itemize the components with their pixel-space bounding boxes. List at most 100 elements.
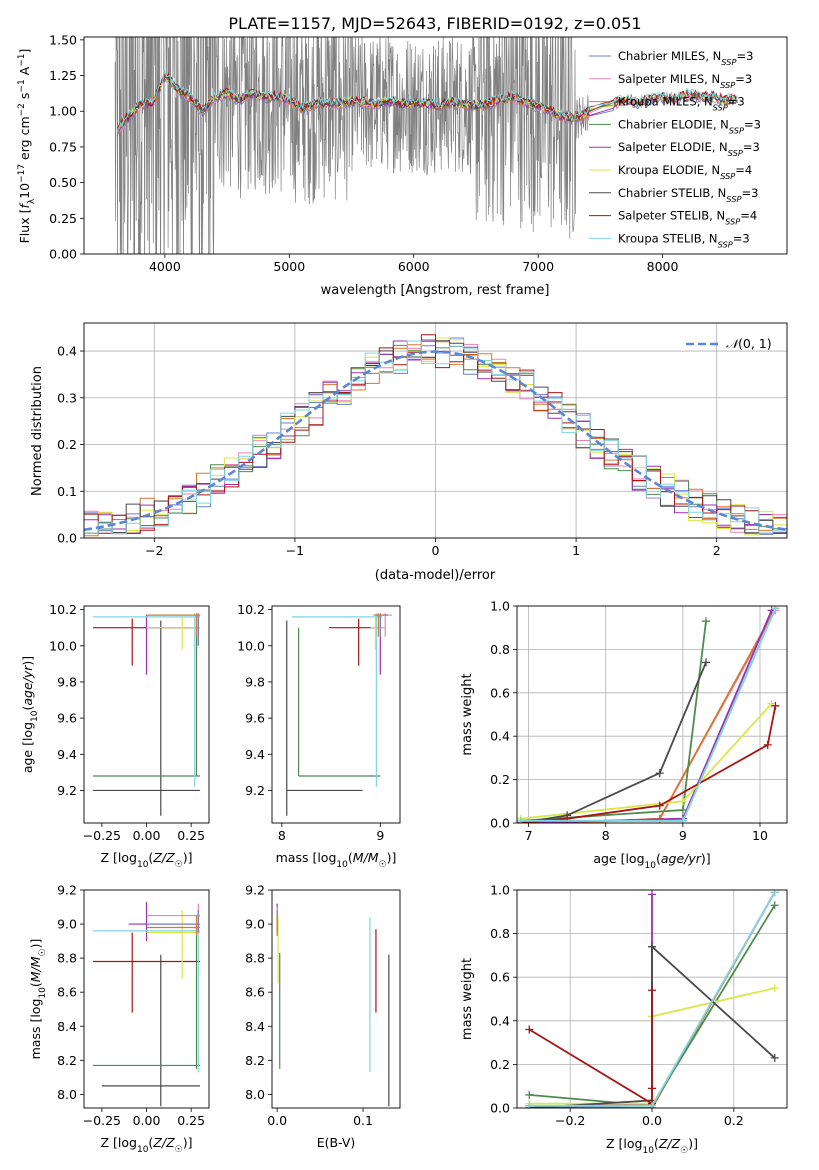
weight-marker: [770, 1053, 779, 1062]
y-tick-label: 1.0: [490, 883, 510, 898]
weight-marker: [763, 740, 772, 749]
y-tick-label: 1.00: [49, 104, 77, 119]
y-tick-label: 10.2: [49, 602, 77, 617]
label-part: Z [log: [606, 1136, 642, 1151]
plot-area-residuals: [84, 334, 787, 537]
x-axis-label: E(B-V): [317, 1135, 356, 1150]
label-part: mass [log: [276, 850, 337, 865]
plot-area-age_vs_mass: [286, 613, 393, 816]
label-part: Salpeter ELODIE, N: [618, 140, 728, 154]
y-tick-label: 1.25: [49, 68, 77, 83]
label-part: Z [log: [101, 850, 137, 865]
x-axis-label: (data-model)/error: [375, 568, 496, 583]
label-part: SSP: [713, 103, 728, 113]
label-part: SSP: [726, 194, 741, 204]
y-tick-label: 0.4: [57, 344, 77, 359]
y-tick-label: 8.8: [57, 951, 77, 966]
y-tick-label: 0.2: [490, 772, 510, 787]
label-part: s: [17, 93, 32, 104]
label-part: (: [656, 851, 661, 866]
x-tick-label: −1: [286, 543, 304, 558]
weight-marker: [678, 797, 687, 806]
label-part: (: [348, 850, 353, 865]
weight-marker: [702, 617, 710, 626]
axes-frame: [516, 605, 788, 824]
label-part: Salpeter MILES, N: [618, 72, 720, 86]
label-part: ☉: [680, 1146, 688, 1156]
x-tick-label: 0.0: [267, 1113, 287, 1128]
label-part: )]: [701, 851, 711, 866]
weight-marker: [517, 816, 525, 823]
model-spectrum-line: [117, 69, 738, 132]
y-tick-label: 9.2: [57, 883, 77, 898]
plot-area-mass_vs_Z: [92, 901, 201, 1107]
label-part: Kroupa ELODIE, N: [618, 163, 720, 177]
label-part: A: [17, 66, 32, 79]
x-tick-label: 0.25: [177, 828, 205, 843]
label-part: SSP: [718, 239, 733, 249]
x-tick-label: 8000: [647, 259, 679, 274]
label-part: =3: [741, 186, 758, 200]
label-part: )]: [28, 939, 43, 949]
y-tick-label: 9.8: [245, 674, 265, 689]
label-part: 10: [642, 1146, 654, 1156]
label-part: (: [148, 850, 153, 865]
label-part: Kroupa MILES, N: [618, 95, 713, 109]
label-part: SSP: [728, 148, 743, 158]
legend-label: Chabrier MILES, NSSP=3: [618, 49, 753, 67]
y-tick-label: 9.0: [245, 917, 265, 932]
legend-label: Chabrier STELIB, NSSP=3: [618, 186, 758, 204]
weight-marker: [648, 1101, 656, 1108]
label-part: (: [654, 1136, 659, 1151]
weight-marker: [771, 606, 780, 613]
y-tick-label: 0.2: [490, 1057, 510, 1072]
label-part: SSP: [729, 125, 744, 135]
axes-mass_vs_Z: −0.25 0.00 0.25 8.0 8.2 8.4 8.6 8.8 9.0 9.2 Z [log…: [28, 883, 210, 1155]
y-axis-label: age [log10(age/yr)]: [20, 656, 40, 773]
x-axis-label: Z [log10(Z/Z☉)]: [606, 1136, 698, 1156]
weight-marker: [525, 1025, 534, 1034]
axes-age_vs_Z: −0.25 0.00 0.259.29.49.69.810.010.2Z [log1…: [20, 602, 210, 870]
y-tick-label: 0.1: [57, 484, 77, 499]
y-tick-label: 9.4: [245, 747, 265, 762]
x-tick-label: 9: [679, 828, 687, 843]
x-axis-label: wavelength [Angstrom, rest frame]: [321, 283, 550, 298]
legend-label: Kroupa MILES, NSSP=3: [618, 95, 745, 113]
y-tick-label: 1.50: [49, 32, 77, 47]
x-tick-label: 0.00: [133, 1113, 161, 1128]
x-tick-label: −0.2: [555, 1113, 585, 1128]
plot-area-age_vs_Z: [92, 613, 201, 816]
label-part: SSP: [721, 57, 736, 67]
x-tick-label: 4000: [149, 259, 181, 274]
plots-layer: 4000 5000 6000 7000 80000.000.250.500.751.00…: [17, 32, 788, 1156]
axes-frame: [83, 605, 210, 824]
weight-marker: [770, 984, 779, 993]
label-part: Salpeter STELIB, N: [618, 209, 725, 223]
x-tick-label: 6000: [398, 259, 430, 274]
plot-area-weight_vs_age: [517, 606, 780, 823]
axes-frame: [271, 889, 401, 1109]
axes-residuals: −2 −1 0 1 2 0.0 0.1 0.2 0.3 0.4 (data-model)/error…: [30, 322, 788, 583]
label-part: age/yr: [20, 665, 35, 706]
legend-label: Salpeter MILES, NSSP=3: [618, 72, 752, 90]
x-tick-label: −0.25: [83, 828, 121, 843]
label-part: Z [log: [101, 1135, 137, 1150]
label-part: ]: [17, 49, 32, 54]
label-part: Chabrier MILES, N: [618, 49, 721, 63]
label-part: 10: [645, 861, 657, 871]
y-tick-label: 8.4: [245, 1019, 265, 1034]
y-tick-label: 0.0: [57, 531, 77, 546]
axes-frame: [83, 322, 788, 539]
y-axis-label: Flux [fλ10−17 erg cm−2 s−1 A−1]: [17, 49, 37, 244]
label-part: 10: [137, 1145, 149, 1155]
y-tick-label: 9.2: [245, 883, 265, 898]
label-part: −1: [17, 53, 27, 66]
label-part: Z/Z: [658, 1136, 681, 1151]
x-tick-label: 7000: [522, 259, 554, 274]
y-tick-label: 0.8: [490, 642, 510, 657]
label-part: f: [17, 203, 32, 209]
weight-marker: [648, 1084, 656, 1093]
plot-area-weight_vs_Z: [525, 890, 779, 1108]
x-tick-label: −0.25: [83, 1113, 121, 1128]
